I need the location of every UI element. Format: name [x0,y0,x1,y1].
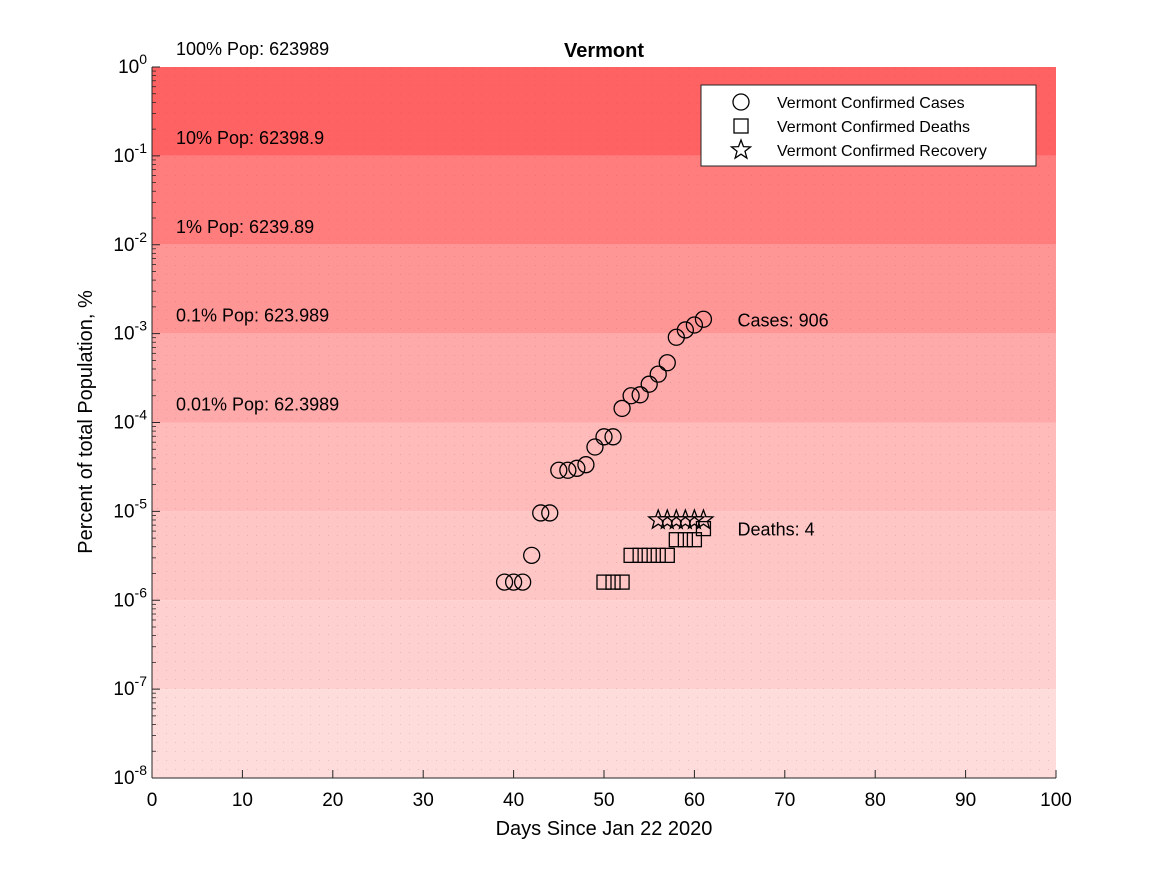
y-tick-label: 10-1 [113,140,147,167]
annotation-0: Cases: 906 [738,310,829,330]
x-tick-label: 70 [774,790,795,811]
series-2 [646,508,715,530]
point-circle [568,459,586,477]
point-circle [532,504,550,522]
band-label-0: 100% Pop: 623989 [176,39,329,59]
legend-label: Vermont Confirmed Deaths [777,119,970,136]
point-circle [495,573,514,591]
point-square [605,574,621,590]
point-square [695,520,712,537]
legend-label: Vermont Confirmed Cases [777,95,965,112]
point-square [677,532,694,548]
point-square [623,547,639,564]
annotations: Cases: 906 Deaths: 4 [738,310,829,539]
point-square [659,547,675,564]
band-label-3: 0.1% Pop: 623.989 [176,306,329,326]
point-circle [649,365,667,383]
point-circle [577,456,595,474]
x-tick-label: 30 [413,790,434,811]
point-circle [504,573,523,591]
point-square [632,547,648,564]
x-tick-label: 50 [593,790,614,811]
legend-label: Vermont Confirmed Recovery [777,143,987,160]
point-star [692,508,715,530]
y-tick-label: 10-8 [113,762,147,789]
point-square [686,532,703,548]
point-square [614,574,630,590]
point-circle [631,386,649,404]
point-circle [622,387,640,405]
y-tick-label: 10-4 [113,407,147,434]
point-square [650,547,666,564]
legend-marker-square [733,118,749,134]
point-circle [694,310,713,328]
x-axis-title: Days Since Jan 22 2020 [496,818,713,840]
point-circle [550,461,568,479]
y-tick-label: 10-2 [113,229,147,256]
legend: Vermont Confirmed Cases Vermont Confirmed… [700,84,1037,167]
point-circle [541,504,559,522]
x-tick-label: 10 [232,790,253,811]
data-marks [495,310,715,591]
y-axis-title: Percent of total Population, % [75,290,97,554]
band-label-1: 10% Pop: 62398.9 [176,128,324,148]
x-tick-label: 0 [147,790,158,811]
point-circle [595,428,613,446]
point-square [596,574,612,590]
series-0 [495,310,713,591]
band-labels: 100% Pop: 623989 10% Pop: 62398.9 1% Pop: … [176,39,339,415]
point-square [668,532,684,548]
point-circle [513,573,532,591]
point-circle [559,461,577,479]
point-circle [640,375,658,393]
y-tick-label: 10-3 [113,318,147,345]
point-square [641,547,657,564]
x-tick-label: 100 [1040,790,1072,811]
x-tick-label: 80 [865,790,886,811]
x-tick-label: 40 [503,790,524,811]
x-tick-label: 90 [955,790,976,811]
y-tick-label: 10-6 [113,584,147,611]
y-tick-label: 100 [118,51,147,78]
x-tick-label: 60 [684,790,705,811]
axes: 0 10 20 30 40 50 60 70 80 90 100 10-8 10-7 10-6 10-5 10… [113,51,1071,811]
legend-marker-circle [732,93,750,111]
point-circle [604,428,622,446]
series-1 [596,520,712,590]
point-circle [676,321,695,339]
y-tick-label: 10-7 [113,673,147,700]
legend-marker-star [729,138,753,160]
band-label-4: 0.01% Pop: 62.3989 [176,395,339,415]
point-circle [613,399,631,418]
point-circle [523,546,541,565]
band-label-2: 1% Pop: 6239.89 [176,217,314,237]
y-tick-label: 10-5 [113,495,147,522]
point-circle [685,316,704,334]
dot-texture [152,67,1056,778]
point-circle [586,438,604,456]
legend-box [700,84,1037,167]
chart-title: Vermont [564,40,644,62]
point-circle [658,354,676,372]
x-tick-label: 20 [322,790,343,811]
annotation-1: Deaths: 4 [738,520,815,540]
